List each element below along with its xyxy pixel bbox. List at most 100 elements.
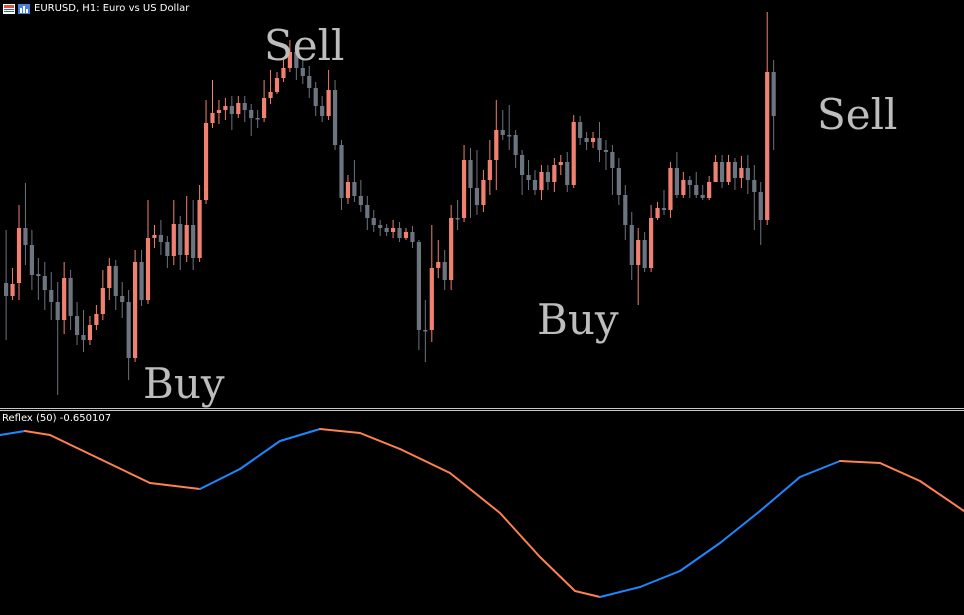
bear-candle xyxy=(423,330,428,332)
bull-candle xyxy=(203,123,209,200)
bear-candle xyxy=(191,225,196,258)
reflex-falling-segment xyxy=(879,462,921,482)
buy-signal-label: Buy xyxy=(537,295,619,344)
indicator-pane[interactable]: Reflex (50) -0.650107 xyxy=(0,411,964,615)
bear-candle xyxy=(616,168,621,195)
bull-candle xyxy=(171,224,176,256)
reflex-falling-segment xyxy=(539,556,576,592)
bear-candle xyxy=(545,172,550,182)
bear-candle xyxy=(158,235,163,242)
reflex-rising-segment xyxy=(759,476,801,512)
bear-candle xyxy=(758,192,763,220)
bull-candle xyxy=(100,288,105,314)
bear-candle xyxy=(507,135,512,137)
bear-candle xyxy=(49,290,54,302)
bear-candle xyxy=(597,138,602,150)
bull-candle xyxy=(726,162,731,182)
sell-signal-label: Sell xyxy=(817,90,898,139)
reflex-rising-segment xyxy=(599,586,641,598)
bear-candle xyxy=(74,316,80,335)
bear-candle xyxy=(358,196,363,205)
reflex-falling-segment xyxy=(574,590,601,598)
bear-candle xyxy=(294,52,299,68)
bull-candle xyxy=(94,314,99,325)
reflex-rising-segment xyxy=(199,468,241,490)
bear-candle xyxy=(532,180,538,190)
chart-title: EURUSD, H1: Euro vs US Dollar xyxy=(34,3,190,14)
bull-candle xyxy=(236,103,241,114)
bear-candle xyxy=(165,242,170,256)
bear-candle xyxy=(455,218,460,220)
bear-candle xyxy=(313,88,318,106)
bear-candle xyxy=(578,122,583,138)
bear-candle xyxy=(120,296,125,302)
bull-candle xyxy=(668,168,673,210)
bear-candle xyxy=(584,138,589,142)
bull-candle xyxy=(133,262,138,358)
bull-candle xyxy=(558,162,563,165)
bear-candle xyxy=(139,262,144,300)
bull-candle xyxy=(571,122,576,185)
indicator-title: Reflex (50) -0.650107 xyxy=(2,413,112,424)
bear-candle xyxy=(629,225,634,265)
bull-candle xyxy=(107,266,112,288)
reflex-rising-segment xyxy=(279,428,321,442)
bull-candle xyxy=(765,72,770,220)
bear-candle xyxy=(307,76,312,88)
bear-candle xyxy=(68,278,73,316)
bull-candle xyxy=(461,160,467,218)
bear-candle xyxy=(332,90,338,145)
reflex-rising-segment xyxy=(719,510,761,544)
bar-chart-icon xyxy=(3,4,15,14)
bear-candle xyxy=(694,185,699,195)
reflex-falling-segment xyxy=(919,480,964,512)
bear-candle xyxy=(520,155,525,175)
reflex-rising-segment xyxy=(679,542,721,572)
pane-separator[interactable] xyxy=(0,408,964,411)
bear-candle xyxy=(468,160,473,188)
bear-candle xyxy=(513,135,518,155)
bear-candle xyxy=(623,195,628,225)
bull-candle xyxy=(184,225,189,255)
bear-candle xyxy=(474,188,480,205)
bear-candle xyxy=(642,240,647,268)
reflex-rising-segment xyxy=(239,440,281,470)
price-chart-pane[interactable]: EURUSD, H1: Euro vs US Dollar Sell Sell … xyxy=(0,0,964,408)
bull-candle xyxy=(10,284,15,296)
reflex-indicator-chart xyxy=(0,428,964,598)
buy-signal-label: Buy xyxy=(143,359,225,408)
reflex-falling-segment xyxy=(49,434,101,460)
bull-candle xyxy=(223,106,228,110)
reflex-rising-segment xyxy=(639,570,681,588)
window-icon xyxy=(18,4,30,14)
bull-candle xyxy=(197,200,202,258)
bear-candle xyxy=(178,224,183,255)
bear-candle xyxy=(55,302,60,320)
bear-candle xyxy=(42,276,47,290)
bear-candle xyxy=(752,180,757,192)
bull-candle xyxy=(152,235,157,238)
bull-candle xyxy=(649,218,654,268)
bear-candle xyxy=(229,106,234,114)
bull-candle xyxy=(590,138,596,142)
bear-candle xyxy=(603,150,609,152)
candlestick-chart[interactable]: Sell Sell Buy Buy xyxy=(0,0,964,408)
bull-candle xyxy=(636,240,641,265)
bull-candle xyxy=(345,182,351,198)
bull-candle xyxy=(707,182,712,198)
bull-candle xyxy=(681,180,686,195)
bear-candle xyxy=(126,302,131,358)
bear-candle xyxy=(771,72,776,116)
bear-candle xyxy=(255,118,260,120)
bull-candle xyxy=(739,168,744,178)
bull-candle xyxy=(487,160,492,180)
bear-candle xyxy=(29,245,34,275)
bear-candle xyxy=(410,232,415,242)
bear-candle xyxy=(687,180,692,185)
bear-candle xyxy=(352,182,357,196)
bear-candle xyxy=(365,205,370,218)
bear-candle xyxy=(565,162,570,185)
bull-candle xyxy=(494,130,499,160)
reflex-falling-segment xyxy=(319,428,361,434)
bear-candle xyxy=(81,335,86,340)
